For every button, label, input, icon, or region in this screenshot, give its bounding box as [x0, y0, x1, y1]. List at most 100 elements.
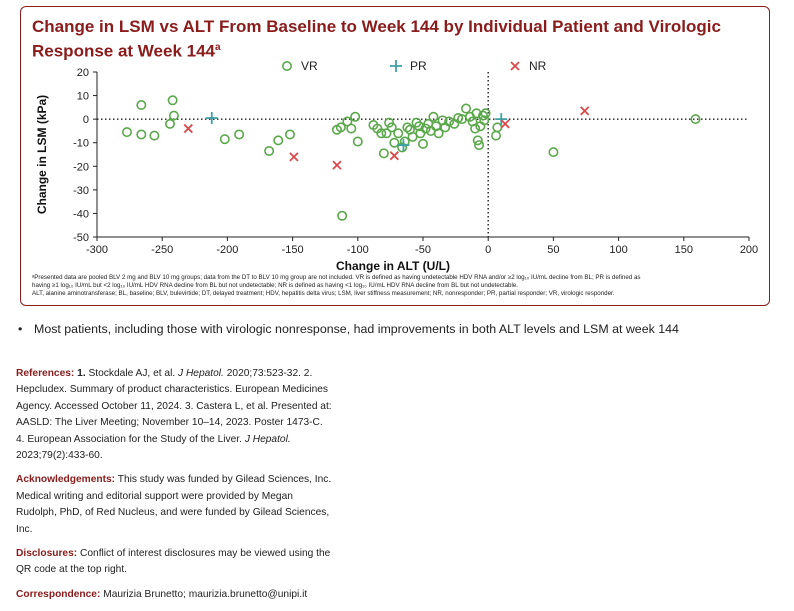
correspondence-block: Correspondence: Maurizia Brunetto; mauri…	[16, 587, 336, 603]
data-point-nr	[500, 119, 510, 129]
data-point-vr	[350, 111, 361, 122]
ref-4-citation: 2023;79(2):433-60.	[16, 450, 103, 462]
data-point-vr	[393, 128, 404, 139]
data-point-pr	[205, 111, 218, 124]
acknowledgements-label: Acknowledgements:	[16, 474, 116, 486]
chart-title: Change in LSM vs ALT From Baseline to We…	[32, 17, 721, 61]
data-point-vr	[335, 122, 346, 133]
x-tick-label: 150	[675, 244, 693, 256]
data-point-vr	[167, 95, 178, 106]
acknowledgements-text: This study was funded by Gilead Sciences…	[16, 474, 332, 535]
x-tick-label: -150	[282, 244, 304, 256]
y-tick-label: 10	[77, 91, 89, 103]
y-tick-label: -20	[73, 161, 89, 173]
legend-marker-pr	[390, 60, 402, 72]
ref-3: 3. Castera L, et al. Presented at: AASLD…	[16, 400, 332, 429]
legend-label-pr: PR	[410, 59, 427, 73]
key-finding-bullet: • Most patients, including those with vir…	[18, 322, 778, 336]
data-point-vr	[492, 122, 503, 133]
data-point-vr	[548, 147, 559, 158]
x-tick-label: -100	[347, 244, 369, 256]
data-point-vr	[149, 130, 160, 141]
data-point-vr	[234, 129, 245, 140]
data-point-vr	[352, 136, 363, 147]
ref-4-journal: J Hepatol.	[244, 433, 291, 445]
correspondence-label: Correspondence:	[16, 588, 101, 600]
data-point-vr	[470, 123, 481, 134]
footnote-line-3: ALT, alanine aminotransferase; BL, basel…	[32, 289, 615, 297]
y-tick-label: -10	[73, 138, 89, 150]
legend-label-nr: NR	[529, 59, 547, 73]
data-point-vr	[461, 103, 472, 114]
legend-marker-nr	[510, 61, 520, 71]
data-point-vr	[376, 128, 387, 139]
footnote-line-2: having ≥1 log₁₀ IU/mL but <2 log₁₀ IU/mL…	[32, 281, 519, 289]
correspondence-text: Maurizia Brunetto; maurizia.brunetto@uni…	[103, 588, 308, 600]
key-finding-text: Most patients, including those with viro…	[34, 322, 679, 336]
data-point-nr	[289, 152, 299, 162]
x-tick-label: 50	[547, 244, 559, 256]
references-section: References: 1. Stockdale AJ, et al. J He…	[16, 366, 336, 611]
data-point-pr	[397, 139, 410, 152]
bullet-symbol: •	[18, 322, 23, 336]
x-tick-label: 0	[485, 244, 491, 256]
data-point-vr	[417, 138, 428, 149]
y-tick-label: -30	[73, 185, 89, 197]
legend-item-vr: VR	[281, 59, 318, 73]
x-tick-label: -300	[86, 244, 108, 256]
data-point-vr	[346, 123, 357, 134]
data-point-vr	[165, 118, 176, 129]
x-tick-label: 100	[609, 244, 627, 256]
data-point-vr	[284, 129, 295, 140]
legend-item-nr: NR	[510, 59, 547, 73]
acknowledgements-block: Acknowledgements: This study was funded …	[16, 472, 336, 538]
data-point-vr	[136, 100, 147, 111]
data-point-vr	[433, 128, 444, 139]
data-point-vr	[121, 127, 132, 138]
data-point-vr	[397, 142, 408, 153]
ref-1-citation: 2020;73:523-32.	[226, 368, 301, 379]
data-point-pr	[495, 113, 508, 126]
references-label: References:	[16, 368, 75, 379]
disclosures-label: Disclosures:	[16, 548, 78, 560]
legend-marker-vr	[281, 60, 292, 71]
footnote: ᵃPresented data are pooled BLV 2 mg and …	[32, 274, 762, 297]
data-point-vr	[168, 110, 179, 121]
y-tick-label: -40	[73, 208, 89, 220]
legend-label-vr: VR	[301, 59, 318, 73]
data-point-vr	[264, 145, 275, 156]
x-tick-label: 200	[740, 244, 758, 256]
data-point-nr	[389, 151, 399, 161]
chart-panel	[20, 6, 770, 306]
title-superscript: a	[215, 42, 221, 53]
series-vr	[121, 95, 701, 221]
series-nr	[183, 106, 590, 170]
data-point-vr	[381, 128, 392, 139]
footnote-line-1: ᵃPresented data are pooled BLV 2 mg and …	[32, 274, 641, 281]
references-block: References: 1. Stockdale AJ, et al. J He…	[16, 366, 336, 464]
ref-1-journal: J Hepatol.	[178, 368, 224, 379]
data-point-vr	[477, 110, 488, 121]
y-axis-label: Change in LSM (kPa)	[35, 95, 49, 214]
y-tick-label: 0	[83, 114, 89, 126]
data-point-nr	[332, 160, 342, 170]
ref-4-authors: 4. European Association for the Study of…	[16, 433, 242, 445]
data-point-vr	[479, 115, 490, 126]
data-point-vr	[690, 114, 701, 125]
x-tick-label: -200	[216, 244, 238, 256]
data-point-vr	[219, 134, 230, 145]
data-point-vr	[472, 135, 483, 146]
y-tick-label: -50	[73, 232, 89, 244]
ref-1-number: 1.	[77, 368, 86, 379]
data-point-nr	[183, 123, 193, 134]
disclosures-text: Conflict of interest disclosures may be …	[16, 548, 331, 576]
data-point-vr	[386, 122, 397, 133]
data-point-vr	[273, 135, 284, 146]
data-point-vr	[474, 140, 485, 151]
data-point-nr	[580, 106, 590, 116]
x-axis-label: Change in ALT (U/L)	[336, 259, 450, 273]
data-point-vr	[378, 148, 389, 159]
disclosures-block: Disclosures: Conflict of interest disclo…	[16, 546, 336, 579]
data-point-vr	[444, 116, 455, 127]
data-point-vr	[428, 111, 439, 122]
